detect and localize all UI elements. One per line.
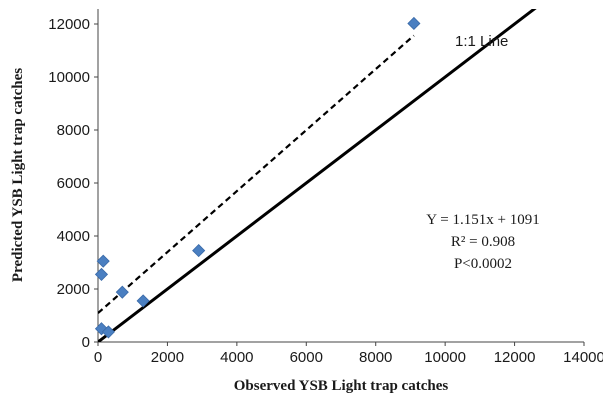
y-tick-label: 10000 [48,69,90,86]
y-tick-label: 6000 [57,175,90,192]
data-point-diamond [101,325,115,339]
regression-equation: Y = 1.151x + 1091 [426,212,539,228]
r-squared-label: R² = 0.908 [451,234,515,250]
x-tick-label: 2000 [151,349,184,366]
y-axis-title: Predicted YSB Light trap catches [10,68,26,282]
x-tick-label: 8000 [359,349,392,366]
data-point-diamond [96,254,110,268]
y-tick-label: 2000 [57,281,90,298]
y-tick-label: 8000 [57,122,90,139]
data-point-diamond [94,267,109,281]
one-to-one-line [98,9,537,342]
data-points [94,16,421,339]
one-to-one-line-label: 1:1 Line [455,33,508,50]
x-axis-ticks: 0 2000 4000 6000 8000 10000 12000 14000 [94,342,603,366]
y-axis-ticks: 0 2000 4000 6000 8000 10000 12000 [48,16,98,351]
y-tick-label: 0 [82,334,90,351]
x-axis-title: Observed YSB Light trap catches [234,378,449,393]
x-tick-label: 14000 [563,349,603,366]
y-tick-label: 4000 [57,228,90,245]
x-tick-label: 4000 [220,349,253,366]
x-tick-label: 0 [94,349,102,366]
x-tick-label: 6000 [290,349,323,366]
regression-trend-line [98,34,415,314]
x-tick-label: 12000 [494,349,536,366]
data-point-diamond [115,285,129,299]
p-value-label: P<0.0002 [454,256,512,272]
reference-lines [98,9,537,342]
x-tick-label: 10000 [424,349,466,366]
axes [97,9,584,343]
y-tick-label: 12000 [48,16,90,33]
data-point-diamond [407,16,421,31]
data-point-diamond [136,294,150,308]
data-point-diamond [192,244,206,258]
